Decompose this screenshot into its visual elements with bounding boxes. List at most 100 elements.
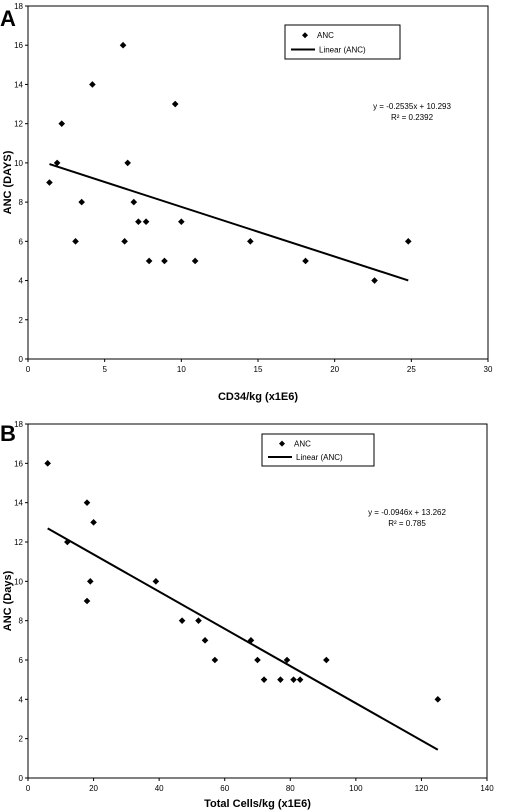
x-tick-label: 10 bbox=[177, 365, 186, 374]
data-point bbox=[195, 617, 202, 624]
legend-label-linear: Linear (ANC) bbox=[319, 45, 366, 54]
y-axis-title: ANC (DAYS) bbox=[2, 150, 14, 214]
data-point bbox=[58, 120, 66, 127]
x-tick-label: 80 bbox=[286, 784, 295, 793]
data-point bbox=[83, 597, 91, 605]
data-point bbox=[371, 277, 378, 284]
legend-label-anc: ANC bbox=[294, 440, 311, 449]
x-tick-label: 5 bbox=[102, 365, 107, 374]
plot-area bbox=[27, 5, 489, 360]
y-tick-label: 2 bbox=[19, 735, 24, 744]
data-point bbox=[171, 100, 179, 108]
data-point bbox=[72, 238, 79, 245]
trendline-r-squared: R² = 0.785 bbox=[388, 519, 426, 528]
y-tick-label: 8 bbox=[19, 198, 24, 207]
data-point bbox=[53, 159, 61, 167]
x-tick-label: 20 bbox=[89, 784, 98, 793]
y-tick-label: 16 bbox=[14, 459, 23, 468]
x-tick-label: 0 bbox=[26, 784, 31, 793]
x-tick-label: 60 bbox=[220, 784, 229, 793]
legend-box bbox=[261, 433, 375, 467]
data-point bbox=[152, 578, 160, 585]
y-tick-label: 0 bbox=[19, 774, 24, 783]
data-point bbox=[290, 676, 297, 683]
data-point bbox=[89, 81, 96, 88]
y-tick-label: 10 bbox=[14, 577, 23, 586]
x-axis-title: CD34/kg (x1E6) bbox=[218, 391, 298, 403]
trendline-equation: y = -0.2535x + 10.293 bbox=[373, 102, 451, 111]
legend-marker-anc bbox=[302, 32, 308, 39]
y-tick-label: 8 bbox=[19, 617, 24, 626]
y-tick-label: 18 bbox=[14, 420, 23, 429]
y-tick-label: 16 bbox=[14, 41, 23, 50]
x-tick-label: 15 bbox=[254, 365, 263, 374]
y-tick-label: 12 bbox=[14, 120, 23, 129]
legend-box bbox=[284, 24, 401, 60]
data-point bbox=[119, 41, 127, 49]
y-tick-label: 4 bbox=[19, 695, 24, 704]
data-point bbox=[302, 257, 309, 265]
data-point bbox=[90, 519, 97, 526]
legend: ANC Linear (ANC) bbox=[284, 24, 401, 60]
data-point bbox=[135, 218, 142, 226]
plot-area bbox=[27, 423, 488, 779]
x-tick-label: 120 bbox=[415, 784, 429, 793]
x-tick-label: 25 bbox=[407, 365, 416, 374]
y-tick-label: 0 bbox=[19, 355, 24, 364]
data-point bbox=[260, 676, 268, 683]
legend: ANC Linear (ANC) bbox=[261, 433, 375, 467]
data-point bbox=[178, 617, 186, 624]
y-tick-label: 2 bbox=[19, 316, 24, 325]
data-point bbox=[44, 460, 51, 467]
y-tick-label: 6 bbox=[19, 656, 24, 665]
panel-label: B bbox=[0, 421, 16, 446]
trendline bbox=[47, 527, 439, 751]
data-point bbox=[86, 578, 94, 585]
data-point bbox=[247, 637, 255, 644]
data-point bbox=[191, 257, 199, 265]
data-point bbox=[124, 159, 131, 167]
data-point bbox=[323, 656, 330, 664]
chart-panel-b: B 0 2 4 6 8 10 12 14 16 18 0 20 40 60 80 100 120 140 Total … bbox=[0, 420, 494, 810]
panel-label: A bbox=[0, 6, 16, 31]
data-point bbox=[201, 637, 209, 644]
data-point bbox=[247, 238, 254, 245]
data-point bbox=[145, 257, 153, 265]
data-point bbox=[142, 218, 150, 226]
data-point bbox=[64, 538, 71, 546]
x-axis-title: Total Cells/kg (x1E6) bbox=[204, 798, 311, 810]
data-point bbox=[254, 656, 261, 664]
x-tick-label: 40 bbox=[155, 784, 164, 793]
x-tick-label: 0 bbox=[26, 365, 31, 374]
data-point bbox=[277, 676, 284, 683]
legend-label-linear: Linear (ANC) bbox=[296, 453, 343, 462]
y-axis-title: ANC (Days) bbox=[2, 570, 14, 631]
trendline bbox=[49, 163, 409, 282]
data-point bbox=[78, 198, 85, 206]
data-point bbox=[283, 656, 291, 664]
x-tick-label: 20 bbox=[330, 365, 339, 374]
legend-label-anc: ANC bbox=[317, 31, 334, 40]
y-tick-label: 6 bbox=[19, 237, 24, 246]
data-point bbox=[178, 218, 185, 226]
y-tick-label: 12 bbox=[14, 538, 23, 547]
data-point bbox=[83, 499, 91, 506]
trendline-equation: y = -0.0946x + 13.262 bbox=[368, 508, 446, 517]
y-tick-label: 18 bbox=[14, 2, 23, 11]
x-tick-label: 30 bbox=[484, 365, 493, 374]
data-point bbox=[130, 198, 138, 206]
chart-panel-a: A 0 2 4 6 8 10 12 14 16 18 0 5 10 15 20 25 30 CD34/kg (x1E… bbox=[0, 2, 493, 403]
trendline-r-squared: R² = 0.2392 bbox=[391, 113, 434, 122]
data-point bbox=[296, 676, 304, 683]
data-point bbox=[161, 257, 168, 265]
legend-marker-anc bbox=[279, 440, 285, 447]
data-point bbox=[121, 238, 128, 245]
x-tick-label: 140 bbox=[480, 784, 494, 793]
y-tick-label: 10 bbox=[14, 159, 23, 168]
data-point bbox=[404, 238, 412, 245]
data-point bbox=[46, 179, 53, 186]
y-tick-label: 14 bbox=[14, 499, 23, 508]
data-point bbox=[434, 696, 442, 703]
y-tick-label: 14 bbox=[14, 80, 23, 89]
